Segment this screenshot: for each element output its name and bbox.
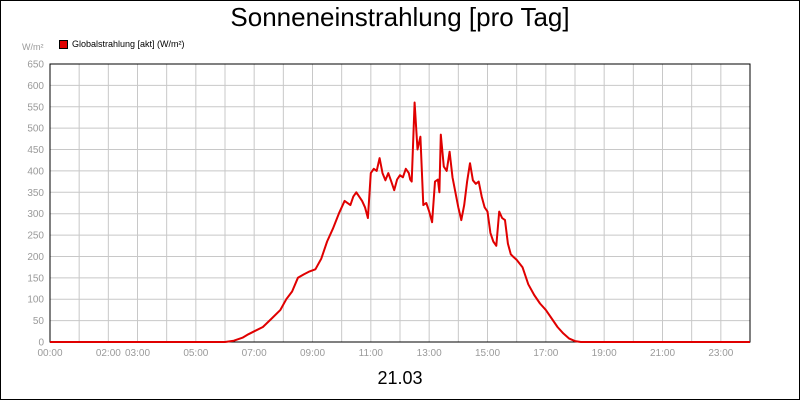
y-tick-label: 300 bbox=[27, 209, 44, 220]
x-tick-label: 23:00 bbox=[708, 348, 733, 359]
y-tick-label: 0 bbox=[38, 338, 44, 349]
x-tick-label: 11:00 bbox=[359, 348, 384, 359]
y-axis-unit: W/m² bbox=[22, 42, 44, 52]
date-label: 21.03 bbox=[377, 368, 423, 388]
y-tick-label: 50 bbox=[33, 316, 45, 327]
y-tick-label: 250 bbox=[27, 231, 44, 242]
x-tick-label: 07:00 bbox=[242, 348, 267, 359]
plot-border bbox=[49, 63, 751, 343]
x-tick-label: 13:00 bbox=[417, 348, 442, 359]
x-tick-label: 02:00 bbox=[96, 348, 121, 359]
x-tick-label: 03:00 bbox=[125, 348, 150, 359]
chart-title: Sonneneinstrahlung [pro Tag] bbox=[230, 2, 570, 32]
y-tick-label: 650 bbox=[27, 60, 44, 71]
x-tick-label: 09:00 bbox=[300, 348, 325, 359]
y-tick-label: 500 bbox=[27, 124, 44, 135]
y-tick-label: 200 bbox=[27, 252, 44, 263]
y-tick-label: 350 bbox=[27, 188, 44, 199]
y-tick-label: 450 bbox=[27, 145, 44, 156]
x-tick-label: 19:00 bbox=[592, 348, 617, 359]
y-tick-label: 150 bbox=[27, 273, 44, 284]
y-tick-label: 100 bbox=[27, 295, 44, 306]
x-tick-label: 00:00 bbox=[37, 348, 62, 359]
y-tick-label: 400 bbox=[27, 166, 44, 177]
y-tick-label: 600 bbox=[27, 81, 44, 92]
legend-swatch bbox=[59, 39, 68, 49]
x-tick-label: 15:00 bbox=[475, 348, 500, 359]
series-line-globalstrahlung bbox=[50, 101, 750, 343]
y-tick-label: 550 bbox=[27, 102, 44, 113]
x-tick-label: 05:00 bbox=[183, 348, 208, 359]
legend: Globalstrahlung [akt] (W/m²) bbox=[59, 39, 185, 49]
x-tick-label: 17:00 bbox=[533, 348, 558, 359]
x-tick-label: 21:00 bbox=[650, 348, 675, 359]
legend-label: Globalstrahlung [akt] (W/m²) bbox=[72, 39, 185, 49]
